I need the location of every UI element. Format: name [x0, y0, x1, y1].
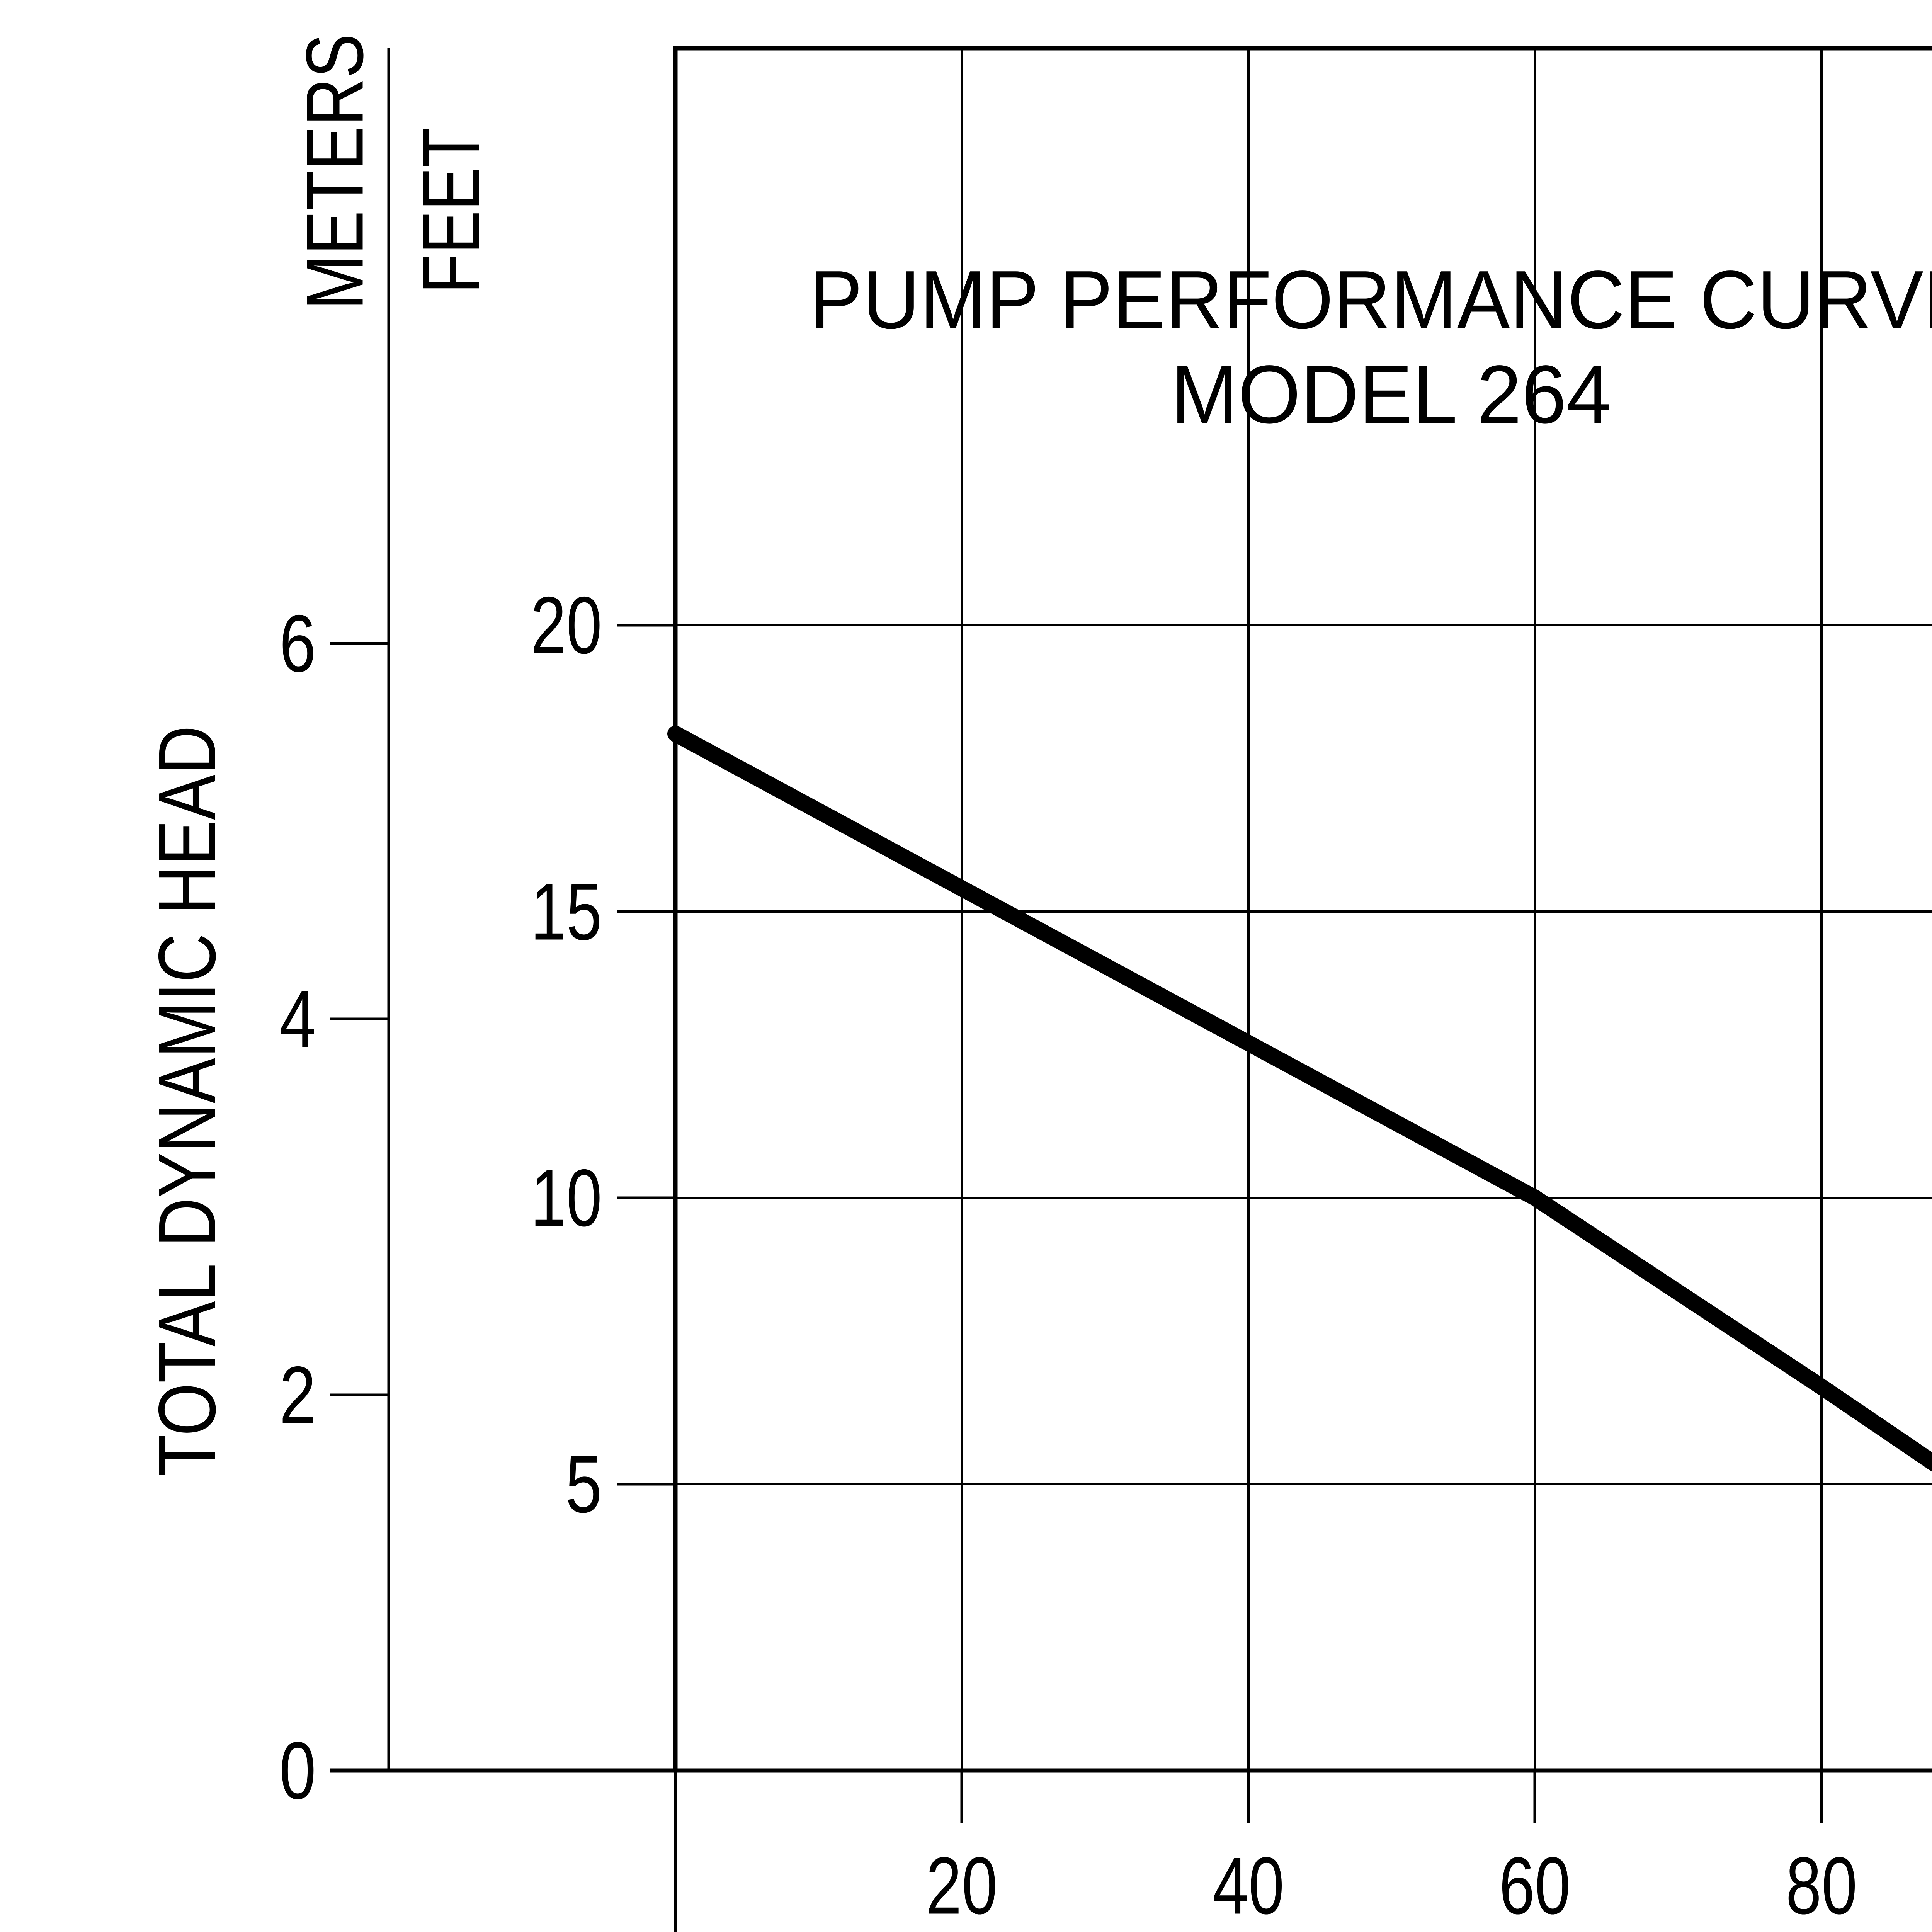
meters-label-6: 6: [279, 598, 316, 689]
plot-border: [673, 46, 1932, 1773]
meters-axis-caption: METERS: [289, 34, 380, 310]
feet-label-5: 5: [565, 1439, 602, 1530]
gallons-label-40: 40: [1213, 1840, 1284, 1931]
y-axis-caption: TOTAL DYNAMIC HEAD: [142, 726, 233, 1476]
chart-subtitle: MODEL 264: [1171, 349, 1611, 441]
feet-label-15: 15: [531, 866, 602, 957]
feet-axis-caption: FEET: [406, 128, 497, 294]
gallons-label-80: 80: [1786, 1840, 1857, 1931]
meters-label-0: 0: [279, 1725, 316, 1816]
feet-label-10: 10: [531, 1153, 602, 1243]
chart-title: PUMP PERFORMANCE CURVE: [810, 254, 1932, 346]
meters-label-4: 4: [279, 974, 316, 1065]
meters-label-2: 2: [279, 1350, 316, 1440]
feet-label-20: 20: [531, 580, 602, 671]
gallons-label-20: 20: [926, 1840, 998, 1931]
pump-curve: [667, 726, 1932, 1472]
gallons-label-60: 60: [1499, 1840, 1571, 1931]
